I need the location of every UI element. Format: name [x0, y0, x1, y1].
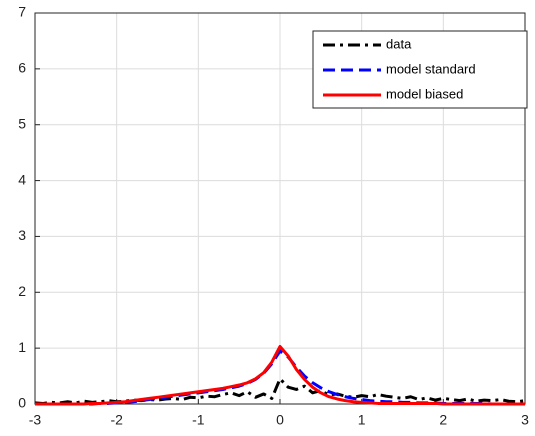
legend-label: model biased: [386, 86, 463, 101]
y-tick-label: 0: [18, 395, 26, 411]
y-tick-label: 4: [18, 171, 26, 187]
y-tick-label: 5: [18, 115, 26, 131]
x-tick-label: -2: [110, 412, 123, 428]
y-tick-label: 1: [18, 339, 26, 355]
y-tick-label: 7: [18, 4, 26, 20]
legend-label: data: [386, 36, 412, 51]
y-tick-label: 6: [18, 60, 26, 76]
x-tick-label: 3: [521, 412, 529, 428]
x-tick-label: -3: [29, 412, 42, 428]
legend-label: model standard: [386, 61, 476, 76]
y-tick-label: 2: [18, 283, 26, 299]
x-tick-label: 2: [439, 412, 447, 428]
x-tick-label: -1: [192, 412, 205, 428]
x-tick-label: 1: [358, 412, 366, 428]
y-tick-label: 3: [18, 227, 26, 243]
x-tick-label: 0: [276, 412, 284, 428]
axes-frame: [34, 12, 526, 405]
series-line: [35, 344, 525, 406]
